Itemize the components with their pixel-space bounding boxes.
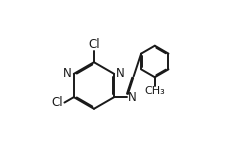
Text: CH₃: CH₃ — [144, 86, 165, 96]
Text: Cl: Cl — [88, 38, 100, 51]
Text: Cl: Cl — [52, 96, 63, 109]
Text: N: N — [116, 67, 125, 80]
Text: N: N — [63, 67, 72, 80]
Text: N: N — [128, 91, 136, 104]
